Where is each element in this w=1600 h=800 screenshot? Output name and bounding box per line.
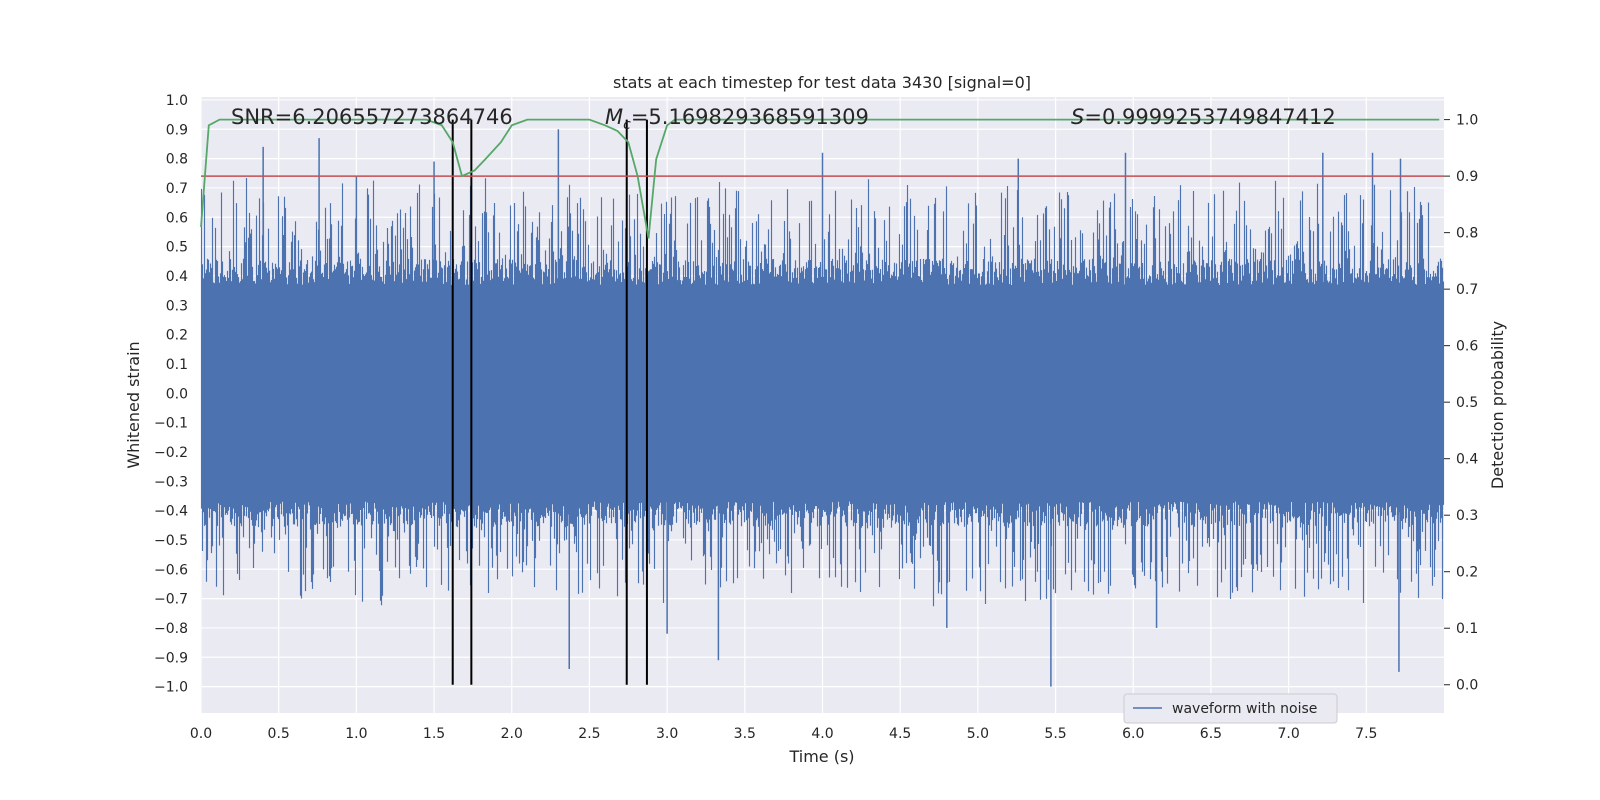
y2-tick-label: 0.3 [1456,508,1478,524]
y2-tick-label: 0.9 [1456,169,1478,185]
y-tick-label: 0.3 [166,298,188,314]
s-symbol: S [1071,105,1084,129]
y-tick-label: 0.8 [166,152,188,168]
y-tick-label: 0.4 [166,269,188,285]
chirp-mass-annotation: Mc=5.169829368591309 [605,105,869,133]
x-tick-label: 2.5 [578,726,600,742]
x-tick-label: 0.5 [268,726,290,742]
y-tick-label: −0.2 [154,445,188,461]
waveform-series [200,129,1445,687]
y-tick-label: 0.1 [166,357,188,373]
probability-series [200,118,1440,239]
y-axis-label: Whitened strain [124,341,143,468]
y-tick-label: −0.3 [154,474,188,490]
y2-tick-label: 0.2 [1456,565,1478,581]
x-tick-label: 4.5 [889,726,911,742]
chart-title: stats at each timestep for test data 343… [613,73,1031,92]
y-tick-label: −0.8 [154,621,188,637]
x-tick-label: 0.0 [190,726,212,742]
x-ticks: 0.0 0.5 1.0 1.5 2.0 2.5 3.0 3.5 4.0 4.5 5.0 5.5 6.0 6… [190,726,1378,742]
y-tick-label: −0.6 [154,562,188,578]
y-tick-label: −1.0 [154,680,188,696]
x-tick-label: 6.0 [1122,726,1144,742]
y2-tick-label: 0.5 [1456,395,1478,411]
x-tick-label: 6.5 [1200,726,1222,742]
y-tick-label: −0.1 [154,416,188,432]
legend: waveform with noise [1123,693,1338,724]
y2-axis-label: Detection probability [1488,321,1507,489]
y-tick-label: 0.2 [166,328,188,344]
x-tick-label: 1.0 [345,726,367,742]
chirp-mass-symbol: M [605,105,623,129]
y-tick-label: −0.4 [154,504,188,520]
x-tick-label: 5.0 [967,726,989,742]
x-tick-label: 5.5 [1044,726,1066,742]
x-tick-label: 2.0 [501,726,523,742]
x-tick-label: 1.5 [423,726,445,742]
y-tick-label: −0.5 [154,533,188,549]
y-tick-label: 0.7 [166,181,188,197]
s-annotation: S=0.9999253749847412 [1071,105,1336,129]
legend-box [1123,693,1338,724]
y-tick-label: 0.6 [166,210,188,226]
x-tick-label: 3.0 [656,726,678,742]
y2-tick-label: 1.0 [1456,113,1478,129]
y-tick-label: 0.0 [166,386,188,402]
waveform-noise [200,178,1445,607]
y-tick-label: 0.9 [166,122,188,138]
y2-tick-label: 0.1 [1456,621,1478,637]
y-ticks: 1.0 0.9 0.8 0.7 0.6 0.5 0.4 0.3 0.2 0.1 0.0 −0.1 −0.… [154,93,188,696]
y-tick-label: 1.0 [166,93,188,109]
y2-tick-label: 0.7 [1456,282,1478,298]
vertical-markers [451,119,648,685]
y2-tick-label: 0.4 [1456,452,1478,468]
probability-line [200,118,1440,239]
y2-tick-label: 0.0 [1456,678,1478,694]
y-tick-label: −0.9 [154,650,188,666]
y2-tick-label: 0.6 [1456,339,1478,355]
y2-ticks: 1.0 0.9 0.8 0.7 0.6 0.5 0.4 0.3 0.2 0.1 0.0 [1444,113,1478,694]
x-tick-label: 4.0 [811,726,833,742]
chirp-mass-value: =5.169829368591309 [631,105,869,129]
x-tick-label: 7.0 [1277,726,1299,742]
y2-tick-label: 0.8 [1456,226,1478,242]
x-tick-label: 3.5 [734,726,756,742]
s-value: =0.9999253749847412 [1084,105,1335,129]
legend-label: waveform with noise [1172,701,1317,717]
x-axis-label: Time (s) [788,747,854,766]
snr-annotation: SNR=6.206557273864746 [231,105,513,129]
y-tick-label: −0.7 [154,592,188,608]
x-tick-label: 7.5 [1355,726,1377,742]
chirp-mass-subscript: c [623,117,631,133]
y-tick-label: 0.5 [166,240,188,256]
